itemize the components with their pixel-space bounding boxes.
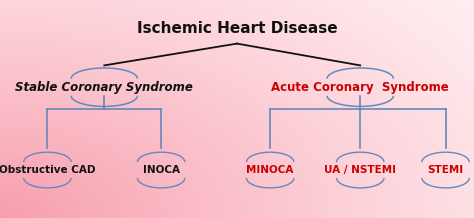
Text: Obstructive CAD: Obstructive CAD [0, 165, 96, 175]
Text: INOCA: INOCA [143, 165, 180, 175]
Text: STEMI: STEMI [428, 165, 464, 175]
Text: MINOCA: MINOCA [246, 165, 294, 175]
Text: Acute Coronary  Syndrome: Acute Coronary Syndrome [271, 81, 449, 94]
Text: Stable Coronary Syndrome: Stable Coronary Syndrome [15, 81, 193, 94]
Text: Ischemic Heart Disease: Ischemic Heart Disease [137, 21, 337, 36]
Text: UA / NSTEMI: UA / NSTEMI [324, 165, 396, 175]
